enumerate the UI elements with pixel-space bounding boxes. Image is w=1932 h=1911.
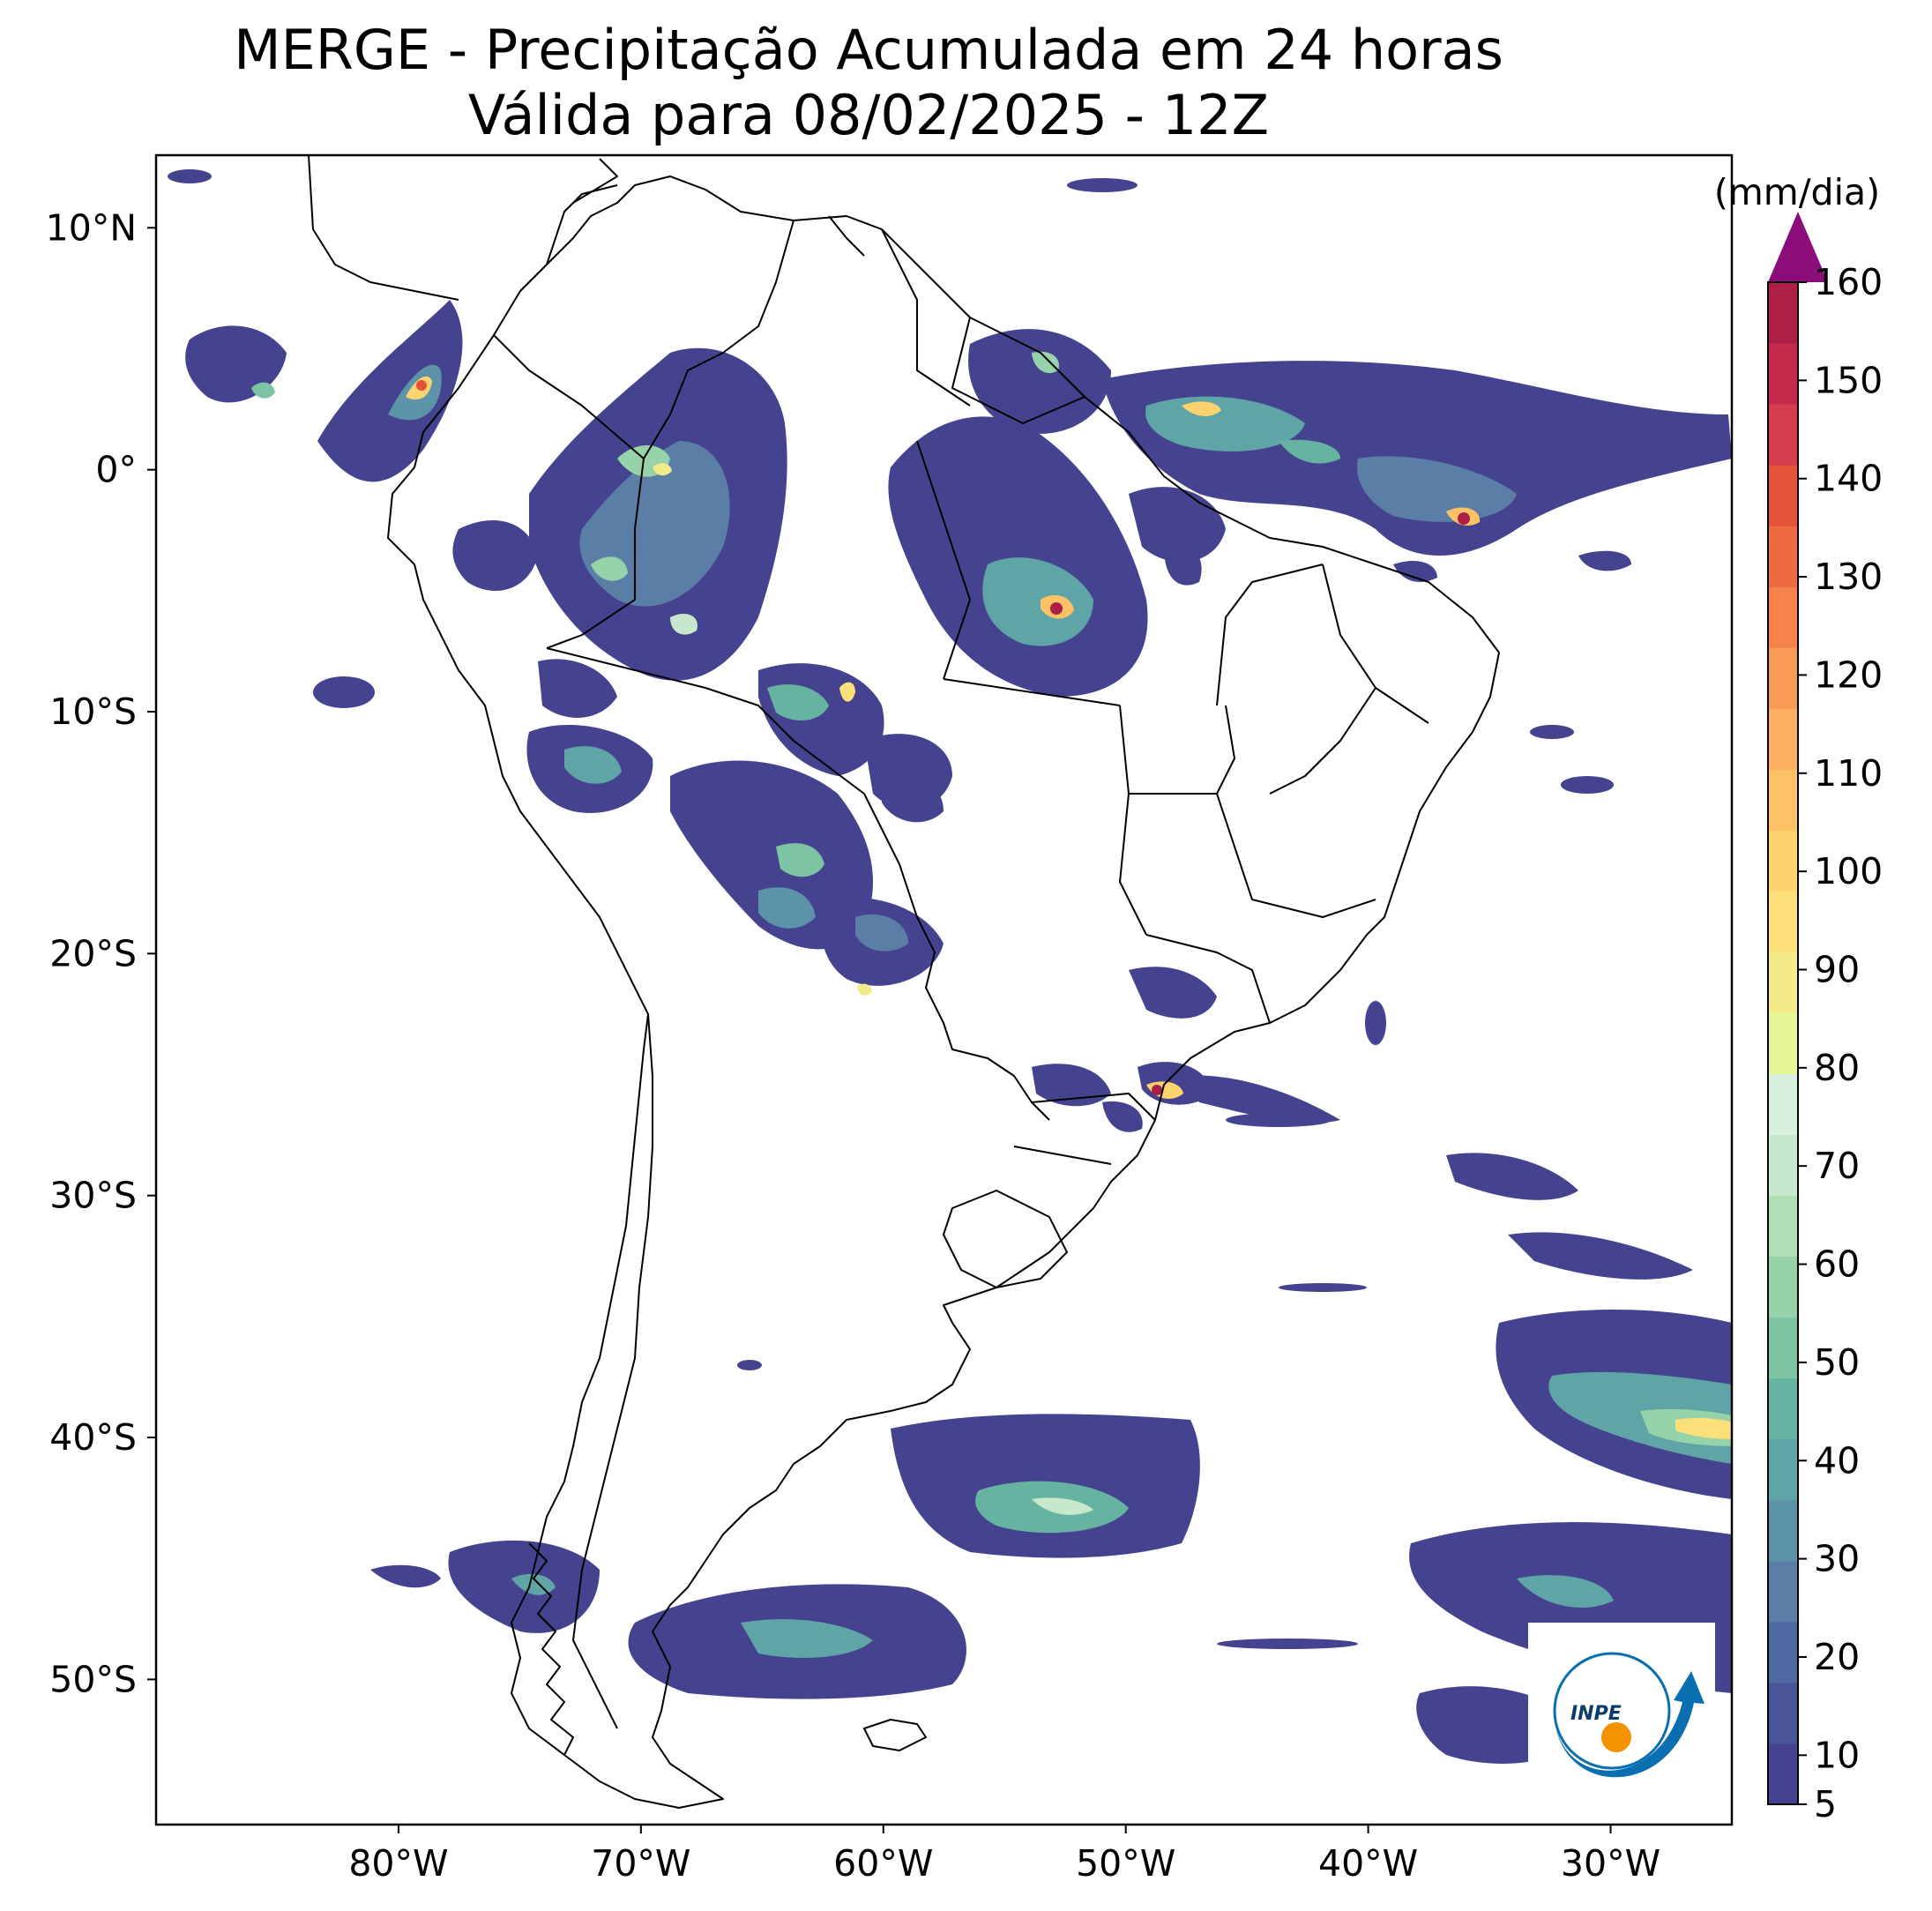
- colorbar-band: [1768, 343, 1798, 405]
- colorbar-band: [1768, 1195, 1798, 1258]
- colorbar-over-arrow: [1768, 212, 1828, 282]
- colorbar-band: [1768, 1317, 1798, 1379]
- colorbar-band: [1768, 1499, 1798, 1562]
- latitude-tick-label: 30°S: [49, 1175, 137, 1217]
- uruguay-border: [943, 1190, 1068, 1288]
- inpe-logo-swoosh: [1555, 1671, 1704, 1778]
- latitude-tick-label: 0°: [95, 449, 137, 491]
- colorbar-tick-label: 10: [1814, 1734, 1860, 1776]
- colorbar-band: [1768, 1560, 1798, 1623]
- colorbar-bands: [1768, 282, 1798, 1805]
- brazil-state-borders: [916, 440, 1429, 1165]
- longitude-tick-label: 80°W: [348, 1842, 448, 1885]
- precip-para: [888, 329, 1226, 697]
- colorbar-band: [1768, 1438, 1798, 1501]
- precip-argentina-south: [370, 1414, 1200, 1699]
- colorbar-tick-label: 140: [1814, 458, 1883, 500]
- colorbar-tick-label: 110: [1814, 752, 1883, 795]
- colorbar-band: [1768, 830, 1798, 892]
- colorbar-band: [1768, 526, 1798, 587]
- colorbar-band: [1768, 465, 1798, 526]
- map-frame: [154, 153, 1734, 1826]
- latitude-tick-label: 10°S: [49, 690, 137, 733]
- map-title: MERGE - Precipitação Acumulada em 24 hor…: [234, 18, 1503, 82]
- inpe-logo: INPE: [1528, 1623, 1715, 1808]
- inpe-logo-sun: [1601, 1722, 1631, 1752]
- colorbar-band: [1768, 282, 1798, 344]
- colorbar-tick-label: 70: [1814, 1145, 1860, 1187]
- south-america-coastline: [387, 175, 1500, 1809]
- northern-borders: [493, 220, 1085, 459]
- colorbar-band: [1768, 1073, 1798, 1136]
- precip-central-west: [526, 663, 952, 950]
- colorbar-tick-label: 120: [1814, 653, 1883, 696]
- latitude-tick-label: 40°S: [49, 1416, 137, 1459]
- colorbar-tick-label: 50: [1814, 1341, 1860, 1384]
- latitude-tick-label: 20°S: [49, 932, 137, 974]
- colorbar-tick-label: 90: [1814, 948, 1860, 990]
- colorbar-band: [1768, 1012, 1798, 1075]
- precip-specks: [168, 169, 1614, 1649]
- longitude-tick-label: 30°W: [1561, 1842, 1660, 1885]
- precip-southeast: [821, 897, 1340, 1132]
- longitude-tick-label: 70°W: [591, 1842, 690, 1885]
- colorbar-tick-label: 60: [1814, 1243, 1860, 1286]
- colorbar-band: [1768, 404, 1798, 466]
- colorbar-band: [1768, 1256, 1798, 1318]
- map-subtitle: Válida para 08/02/2025 - 12Z: [467, 83, 1270, 147]
- colorbar: (mm/dia) 5 10 20 30 40 50 60 70 80 90 100 110 120 130…: [1714, 171, 1883, 1825]
- chile-fjords: [528, 1542, 574, 1756]
- colorbar-band: [1768, 586, 1798, 648]
- colorbar-unit: (mm/dia): [1714, 171, 1880, 213]
- inpe-logo-text: INPE: [1570, 1703, 1622, 1725]
- brazil-west-border: [546, 647, 1050, 1121]
- colorbar-tick-label: 40: [1814, 1439, 1860, 1482]
- longitude-ticks: 80°W 70°W 60°W 50°W 40°W 30°W: [348, 1825, 1660, 1885]
- colorbar-frame: [1767, 281, 1799, 1805]
- colorbar-tick-label: 30: [1814, 1538, 1860, 1580]
- colorbar-band: [1768, 891, 1798, 952]
- precip-colombia: [185, 300, 463, 482]
- colorbar-tick-label: 100: [1814, 850, 1883, 892]
- latitude-tick-label: 10°N: [46, 206, 137, 249]
- colorbar-tick-label: 80: [1814, 1047, 1860, 1089]
- falklands: [863, 1719, 927, 1751]
- coastlines-borders: [308, 155, 1500, 1809]
- longitude-tick-label: 60°W: [833, 1842, 933, 1885]
- colorbar-tick-label: 5: [1814, 1783, 1837, 1825]
- colorbar-tick-label: 160: [1814, 261, 1883, 303]
- caribbean-coast: [308, 155, 865, 301]
- latitude-ticks: 10°N 0° 10°S 20°S 30°S 40°S 50°S: [46, 206, 156, 1700]
- colorbar-tick-label: 20: [1814, 1636, 1860, 1678]
- colorbar-band: [1768, 1377, 1798, 1440]
- colorbar-ticks: 5 10 20 30 40 50 60 70 80 90 100 110 120 130 140 150 160: [1798, 261, 1883, 1825]
- latitude-tick-label: 50°S: [49, 1658, 137, 1700]
- colorbar-band: [1768, 1743, 1798, 1805]
- chile-argentina-border: [572, 1013, 653, 1729]
- precip-atlantic-itcz: [1102, 361, 1732, 582]
- colorbar-band: [1768, 708, 1798, 770]
- colorbar-band: [1768, 1682, 1798, 1744]
- colorbar-band: [1768, 769, 1798, 831]
- inpe-logo-orbit: [1553, 1652, 1671, 1770]
- longitude-tick-label: 40°W: [1318, 1842, 1418, 1885]
- longitude-tick-label: 50°W: [1076, 1842, 1175, 1885]
- colorbar-band: [1768, 952, 1798, 1013]
- precipitation-field: [168, 169, 1732, 1764]
- colorbar-tick-label: 150: [1814, 359, 1883, 401]
- colorbar-band: [1768, 1621, 1798, 1683]
- precip-amazon-west: [452, 347, 787, 718]
- colorbar-band: [1768, 1134, 1798, 1197]
- colorbar-tick-label: 130: [1814, 556, 1883, 598]
- colorbar-band: [1768, 647, 1798, 709]
- amazon-internal-border: [546, 458, 645, 649]
